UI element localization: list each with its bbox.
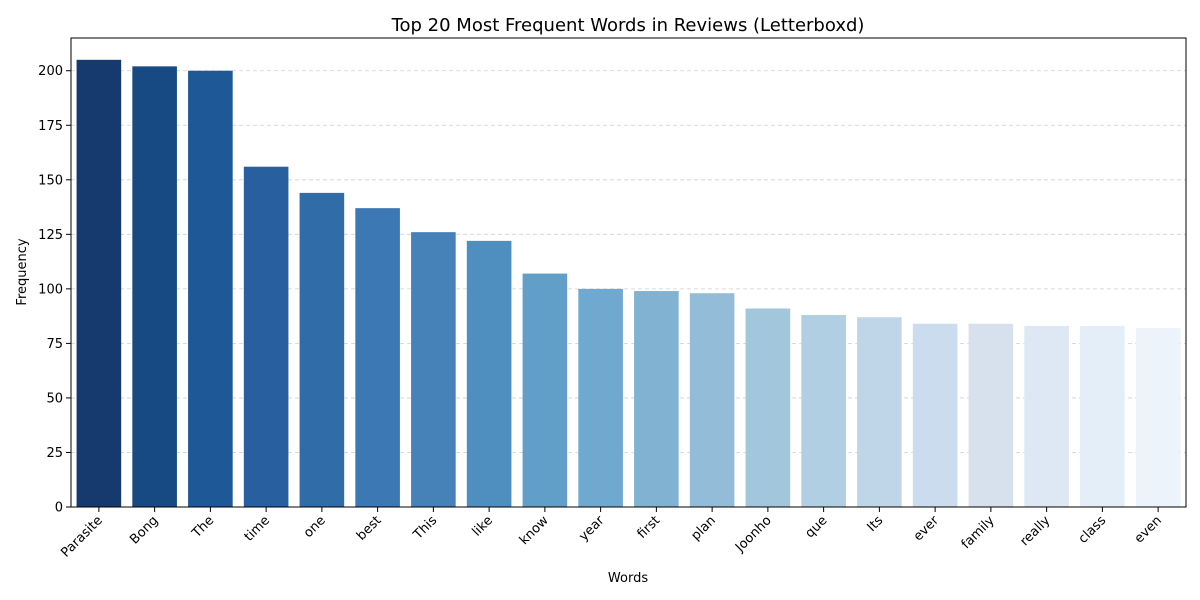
x-tick-label: The bbox=[189, 513, 217, 541]
bar-que bbox=[801, 315, 846, 507]
bar-its bbox=[857, 317, 902, 507]
x-tick-label: Parasite bbox=[58, 513, 105, 560]
bar-even bbox=[1135, 328, 1181, 507]
bar-know bbox=[522, 273, 568, 507]
y-axis-label: Frequency bbox=[15, 238, 30, 305]
x-tick-label: que bbox=[803, 513, 831, 541]
bar-the bbox=[188, 70, 233, 507]
y-tick-label: 150 bbox=[38, 173, 63, 188]
x-tick-label: Bong bbox=[127, 513, 161, 547]
y-tick-label: 125 bbox=[38, 228, 63, 243]
y-tick-label: 200 bbox=[38, 64, 63, 79]
y-axis-ticks: 0 25 50 75 100 125 150 175 200 bbox=[38, 64, 71, 516]
bar-really bbox=[1024, 325, 1069, 507]
x-tick-label: know bbox=[517, 513, 552, 548]
x-axis-label: Words bbox=[608, 571, 648, 586]
bar-one bbox=[299, 192, 345, 507]
x-tick-label: Its bbox=[864, 513, 886, 535]
x-tick-label: like bbox=[470, 513, 496, 539]
x-tick-label: Joonho bbox=[732, 513, 775, 556]
x-tick-label: best bbox=[354, 513, 384, 543]
bar-first bbox=[634, 291, 679, 507]
bar-ever bbox=[912, 323, 958, 507]
x-tick-label: one bbox=[301, 513, 329, 541]
x-tick-label: even bbox=[1132, 513, 1165, 546]
bar-best bbox=[355, 208, 400, 507]
bars bbox=[76, 59, 1181, 508]
bar-family bbox=[968, 323, 1014, 507]
x-tick-label: year bbox=[576, 513, 608, 545]
y-tick-label: 25 bbox=[46, 446, 63, 461]
x-axis-ticks: Parasite Bong The time one best This like know ye… bbox=[58, 507, 1165, 561]
bar-time bbox=[243, 166, 289, 507]
bar-bong bbox=[132, 66, 177, 507]
y-tick-label: 75 bbox=[46, 337, 63, 352]
bar-this bbox=[411, 232, 456, 508]
chart-title: Top 20 Most Frequent Words in Reviews (L… bbox=[391, 15, 865, 36]
bar-plan bbox=[689, 293, 735, 507]
y-tick-label: 0 bbox=[55, 501, 63, 516]
bar-like bbox=[466, 240, 512, 508]
grid-lines bbox=[71, 70, 1186, 508]
x-tick-label: time bbox=[242, 513, 273, 544]
y-tick-label: 175 bbox=[38, 119, 63, 134]
bar-joonho bbox=[745, 308, 791, 507]
x-tick-label: first bbox=[635, 513, 664, 542]
plot-frame bbox=[70, 37, 1187, 508]
x-tick-label: ever bbox=[911, 513, 943, 545]
x-tick-label: This bbox=[410, 513, 440, 543]
bar-class bbox=[1080, 325, 1125, 507]
x-tick-label: family bbox=[959, 513, 998, 552]
y-tick-label: 50 bbox=[46, 391, 63, 406]
bar-parasite bbox=[76, 59, 122, 507]
x-tick-label: class bbox=[1076, 513, 1110, 547]
bar-year bbox=[578, 288, 623, 507]
x-tick-label: really bbox=[1017, 513, 1053, 549]
x-tick-label: plan bbox=[688, 513, 718, 543]
y-tick-label: 100 bbox=[38, 282, 63, 297]
